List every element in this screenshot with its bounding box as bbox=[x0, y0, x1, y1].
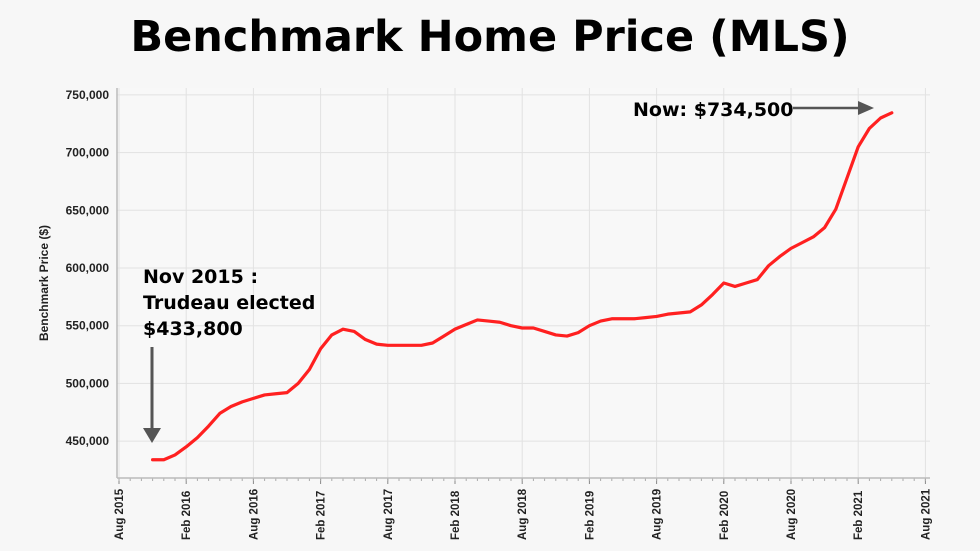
x-tick-label: Feb 2018 bbox=[450, 490, 462, 540]
price-line bbox=[151, 111, 894, 462]
x-tick-label: Aug 2021 bbox=[920, 488, 932, 540]
chart-title: Benchmark Home Price (MLS) bbox=[130, 12, 850, 62]
x-tick-label: Aug 2019 bbox=[652, 489, 664, 540]
x-tick-label: Feb 2016 bbox=[181, 491, 193, 540]
now-arrow-head bbox=[858, 101, 874, 115]
x-tick-label: Aug 2020 bbox=[786, 489, 798, 540]
x-tick-label: Aug 2016 bbox=[248, 489, 260, 540]
x-tick-label: Feb 2019 bbox=[584, 491, 596, 540]
x-tick-label: Aug 2015 bbox=[114, 488, 126, 540]
y-tick-label: 600,000 bbox=[66, 261, 110, 275]
y-tick-label: 750,000 bbox=[66, 88, 110, 102]
y-tick-label: 550,000 bbox=[66, 319, 110, 333]
start-annotation: Nov 2015 : Trudeau elected $433,800 bbox=[143, 264, 315, 342]
y-tick-label: 650,000 bbox=[66, 203, 110, 217]
y-tick-label: 450,000 bbox=[66, 434, 110, 448]
start-annotation-line: $433,800 bbox=[143, 318, 243, 340]
y-tick-label: 700,000 bbox=[66, 146, 110, 160]
start-annotation-line: Trudeau elected bbox=[143, 292, 316, 314]
x-tick-label: Aug 2018 bbox=[517, 488, 529, 540]
start-annotation-line: Nov 2015 : bbox=[143, 266, 259, 288]
x-tick-label: Aug 2017 bbox=[383, 489, 395, 540]
x-tick-label: Feb 2021 bbox=[853, 490, 865, 540]
x-tick-label: Feb 2017 bbox=[316, 491, 328, 540]
now-annotation: Now: $734,500 bbox=[633, 99, 794, 121]
x-tick-label: Feb 2020 bbox=[719, 491, 731, 540]
y-axis-label: Benchmark Price ($) bbox=[37, 225, 51, 341]
y-tick-label: 500,000 bbox=[66, 376, 110, 390]
start-arrow-head bbox=[143, 428, 161, 443]
